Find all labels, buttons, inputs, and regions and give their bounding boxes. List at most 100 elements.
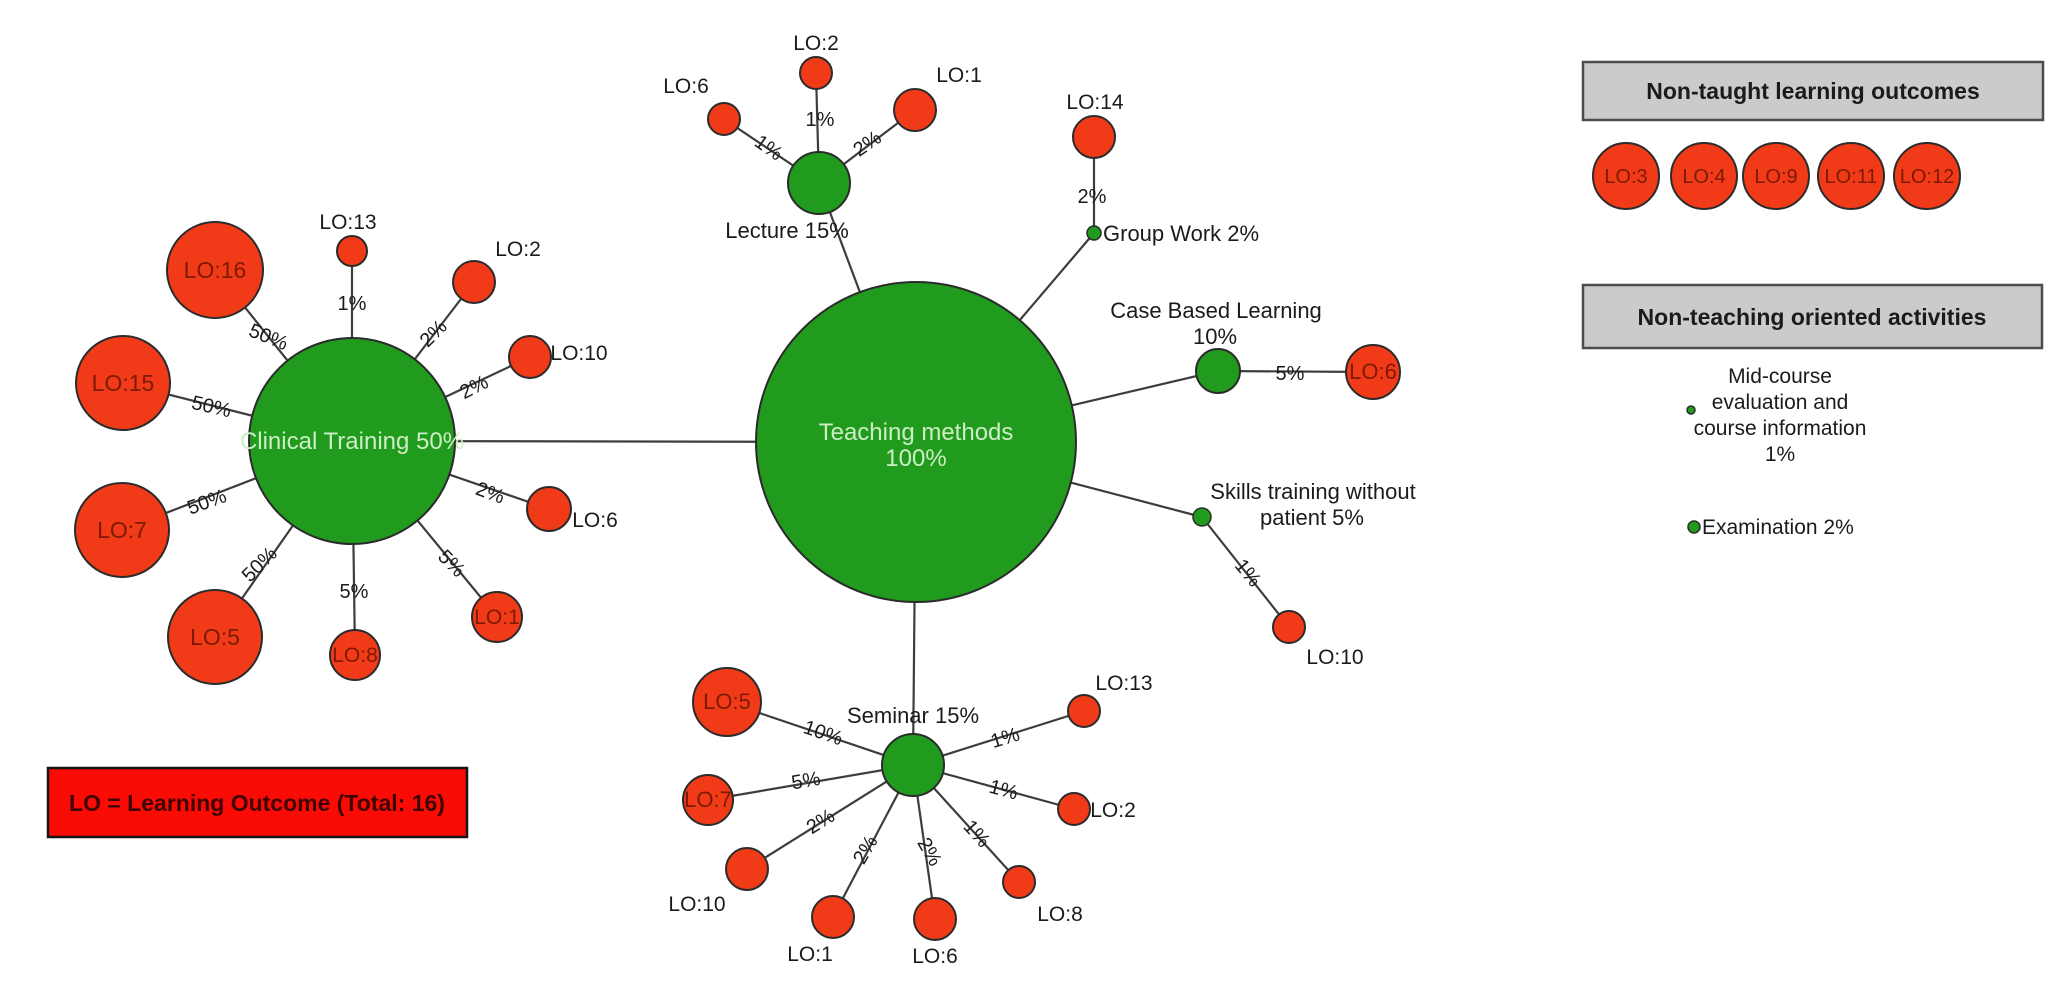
node-midcourse-evaluation: [1686, 405, 1696, 415]
group-work-label: Group Work 2%: [1103, 221, 1259, 246]
casebased-lo6-pct: 5%: [1276, 363, 1305, 385]
node-nontaught-lo3: [1592, 142, 1660, 210]
node-clinical-lo13: [336, 235, 368, 267]
seminar-lo10-pct: 2%: [803, 805, 839, 839]
teaching-methods-pct: 100%: [885, 445, 946, 472]
seminar-lo2-pct: 1%: [987, 776, 1021, 805]
seminar-lo6-pct: 2%: [912, 834, 946, 870]
seminar-lo5-label: LO:5: [703, 689, 751, 714]
non-teaching-title: Non-teaching oriented activities: [1638, 304, 1987, 330]
outcome-nodes: [74, 56, 1401, 941]
node-seminar-lo13: [1067, 694, 1101, 728]
clinical-lo8-label: LO:8: [332, 644, 378, 667]
lecture-lo1-label: LO:1: [936, 64, 982, 87]
midcourse-label-line3: course information: [1694, 417, 1867, 440]
lecture-lo6-pct: 1%: [750, 131, 786, 166]
node-seminar-lo10: [725, 847, 769, 891]
node-nontaught-lo9: [1742, 142, 1810, 210]
groupwork-lo14-pct: 2%: [1078, 186, 1107, 208]
nontaught-lo11-label: LO:11: [1825, 166, 1878, 188]
node-skills-lo10: [1272, 610, 1306, 644]
lecture-lo2-pct: 1%: [806, 109, 835, 131]
lecture-satellite-labels: LO:6 LO:2 LO:1 1% 1% 2%: [663, 32, 982, 166]
midcourse-label-line2: evaluation and: [1712, 391, 1849, 414]
clinical-training-label: Clinical Training 50%: [240, 428, 464, 455]
clinical-lo6-label: LO:6: [572, 509, 618, 532]
seminar-label: Seminar 15%: [847, 703, 979, 728]
node-clinical-lo8: [329, 629, 381, 681]
seminar-lo2-label: LO:2: [1090, 799, 1136, 822]
edge-seminar-lo10: [746, 764, 914, 870]
seminar-lo6-label: LO:6: [912, 945, 958, 968]
skills-label-line1: Skills training without: [1210, 479, 1415, 504]
node-seminar: [881, 733, 945, 797]
midcourse-label-pct: 1%: [1765, 443, 1795, 466]
node-clinical-training: [248, 337, 456, 545]
midcourse-label-line1: Mid-course: [1728, 365, 1832, 388]
non-teaching-title-box: [1581, 283, 2044, 350]
examination-label: Examination 2%: [1702, 516, 1854, 539]
lecture-lo6-label: LO:6: [663, 75, 709, 98]
seminar-lo5-pct: 10%: [800, 716, 845, 750]
nontaught-lo3-label: LO:3: [1604, 166, 1647, 188]
lecture-label: Lecture 15%: [725, 218, 849, 243]
nontaught-lo9-label: LO:9: [1754, 166, 1797, 188]
node-lecture-lo2: [799, 56, 833, 90]
seminar-lo10-label: LO:10: [668, 893, 725, 916]
clinical-lo15-pct: 50%: [189, 392, 233, 422]
node-seminar-lo7: [682, 774, 734, 826]
clinical-lo2-pct: 2%: [416, 316, 452, 352]
lecture-lo2-label: LO:2: [793, 32, 839, 55]
other-satellite-labels: LO:14 2% LO:6 5% LO:10 1%: [1066, 91, 1396, 669]
node-group-work: [1086, 225, 1102, 241]
node-labels: Teaching methods 100% Clinical Training …: [240, 218, 1416, 728]
node-nontaught-lo12: [1893, 142, 1961, 210]
node-teaching-methods: [755, 281, 1077, 603]
clinical-lo6-pct: 2%: [473, 478, 508, 509]
node-clinical-lo15: [75, 335, 171, 431]
node-seminar-lo8: [1002, 865, 1036, 899]
clinical-lo5-label: LO:5: [190, 624, 240, 650]
seminar-lo8-label: LO:8: [1037, 903, 1083, 926]
node-clinical-lo5: [167, 589, 263, 685]
clinical-lo13-label: LO:13: [319, 211, 376, 234]
node-seminar-lo1: [811, 895, 855, 939]
seminar-lo13-pct: 1%: [988, 723, 1022, 753]
legend-box: [46, 766, 469, 839]
node-seminar-lo5: [692, 667, 762, 737]
node-lecture: [787, 151, 851, 215]
node-clinical-lo7: [74, 482, 170, 578]
non-taught-title-box: [1581, 60, 2045, 122]
clinical-lo2-label: LO:2: [495, 238, 541, 261]
teaching-methods-label: Teaching methods: [819, 419, 1014, 446]
seminar-lo1-pct: 2%: [849, 832, 883, 868]
method-nodes: [248, 151, 1241, 797]
case-based-pct: 10%: [1193, 324, 1237, 349]
nontaught-lo12-label: LO:12: [1900, 166, 1954, 188]
node-seminar-lo2: [1057, 792, 1091, 826]
node-clinical-lo16: [166, 221, 264, 319]
seminar-lo7-pct: 5%: [790, 768, 823, 795]
node-casebased-lo6: [1345, 344, 1401, 400]
node-skills-training: [1192, 507, 1212, 527]
seminar-lo7-label: LO:7: [684, 787, 732, 812]
groupwork-lo14-label: LO:14: [1066, 91, 1124, 114]
node-clinical-lo1: [471, 591, 523, 643]
node-nontaught-lo4: [1670, 142, 1738, 210]
clinical-lo10-label: LO:10: [550, 342, 607, 365]
non-teaching-panel: Non-teaching oriented activities Mid-cou…: [1581, 283, 2044, 539]
non-taught-panel: Non-taught learning outcomes LO:3 LO:4 L…: [1581, 60, 2045, 210]
node-case-based-learning: [1195, 348, 1241, 394]
legend: LO = Learning Outcome (Total: 16): [46, 766, 469, 839]
seminar-lo13-label: LO:13: [1095, 672, 1152, 695]
legend-text: LO = Learning Outcome (Total: 16): [69, 790, 445, 816]
casebased-lo6-label: LO:6: [1349, 359, 1397, 384]
edge-seminar-lo7: [707, 763, 914, 802]
nontaught-lo4-label: LO:4: [1682, 166, 1725, 188]
clinical-lo1-label: LO:1: [474, 606, 520, 629]
node-examination: [1687, 520, 1701, 534]
clinical-lo15-label: LO:15: [92, 370, 155, 396]
clinical-lo13-pct: 1%: [338, 293, 367, 315]
skills-label-line2: patient 5%: [1260, 505, 1364, 530]
